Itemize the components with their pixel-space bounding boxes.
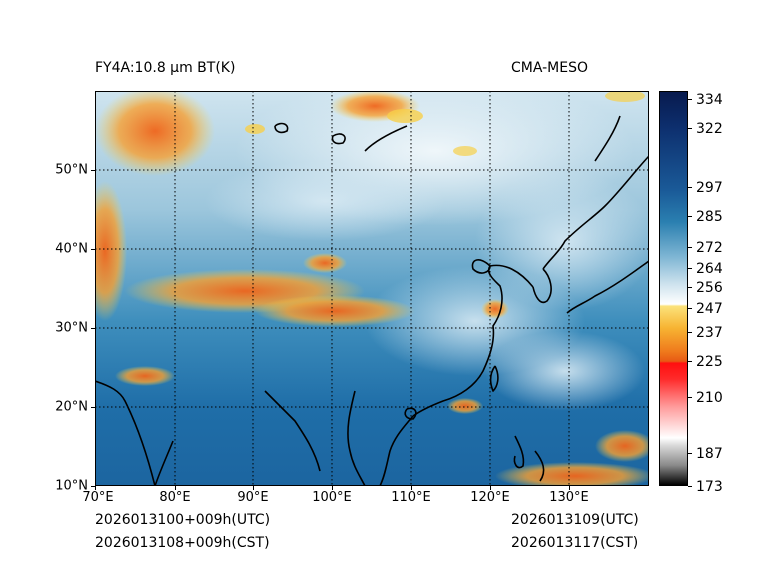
colorbar-label: 225 — [696, 354, 723, 370]
colorbar-label: 237 — [696, 325, 723, 341]
lat-label-30: 30°N — [55, 320, 88, 336]
colorbar-label: 247 — [696, 301, 723, 317]
colorbar-tick — [688, 128, 692, 129]
init-time-cst: 2026013108+009h(CST) — [95, 535, 270, 551]
lon-label-100: 100°E — [312, 490, 352, 505]
colorbar-tick — [688, 287, 692, 288]
colorbar-tick — [688, 486, 692, 487]
colorbar-label: 173 — [696, 479, 723, 495]
lat-label-10: 10°N — [55, 478, 88, 494]
lat-tick — [91, 407, 95, 408]
colorbar-gradient — [660, 92, 687, 485]
lon-label-130: 130°E — [549, 490, 589, 505]
lat-label-40: 40°N — [55, 241, 88, 257]
colorbar-tick — [688, 247, 692, 248]
colorbar-label: 272 — [696, 240, 723, 256]
lon-label-110: 110°E — [391, 490, 431, 505]
lon-tick — [411, 486, 412, 490]
colorbar-tick — [688, 397, 692, 398]
colorbar-label: 210 — [696, 390, 723, 406]
lon-tick — [95, 486, 96, 490]
colorbar-label: 322 — [696, 121, 723, 137]
lat-tick — [91, 328, 95, 329]
colorbar-tick — [688, 187, 692, 188]
lon-tick — [490, 486, 491, 490]
lat-tick — [91, 249, 95, 250]
lat-tick — [91, 486, 95, 487]
lon-label-90: 90°E — [237, 490, 269, 505]
model-name: CMA-MESO — [511, 60, 589, 76]
colorbar-tick — [688, 308, 692, 309]
colorbar-tick — [688, 216, 692, 217]
lon-tick — [253, 486, 254, 490]
colorbar-tick — [688, 268, 692, 269]
lon-label-80: 80°E — [159, 490, 191, 505]
colorbar-tick — [688, 361, 692, 362]
colorbar-tick — [688, 453, 692, 454]
brightness-temperature-image — [95, 91, 649, 486]
valid-time-utc: 2026013109(UTC) — [511, 512, 639, 528]
satellite-map[interactable] — [95, 91, 649, 486]
map-title: FY4A:10.8 μm BT(K) — [95, 60, 236, 76]
colorbar-label: 334 — [696, 92, 723, 108]
lat-tick — [91, 170, 95, 171]
colorbar-label: 297 — [696, 180, 723, 196]
colorbar — [659, 91, 688, 486]
colorbar-tick — [688, 332, 692, 333]
lon-tick — [175, 486, 176, 490]
colorbar-label: 187 — [696, 446, 723, 462]
lon-label-120: 120°E — [470, 490, 510, 505]
colorbar-label: 264 — [696, 261, 723, 277]
lat-label-20: 20°N — [55, 399, 88, 415]
lon-tick — [332, 486, 333, 490]
colorbar-label: 256 — [696, 280, 723, 296]
init-time-utc: 2026013100+009h(UTC) — [95, 512, 271, 528]
colorbar-tick — [688, 99, 692, 100]
lon-label-70: 70°E — [82, 490, 114, 505]
lat-label-50: 50°N — [55, 162, 88, 178]
colorbar-label: 285 — [696, 209, 723, 225]
lon-tick — [569, 486, 570, 490]
valid-time-cst: 2026013117(CST) — [511, 535, 639, 551]
